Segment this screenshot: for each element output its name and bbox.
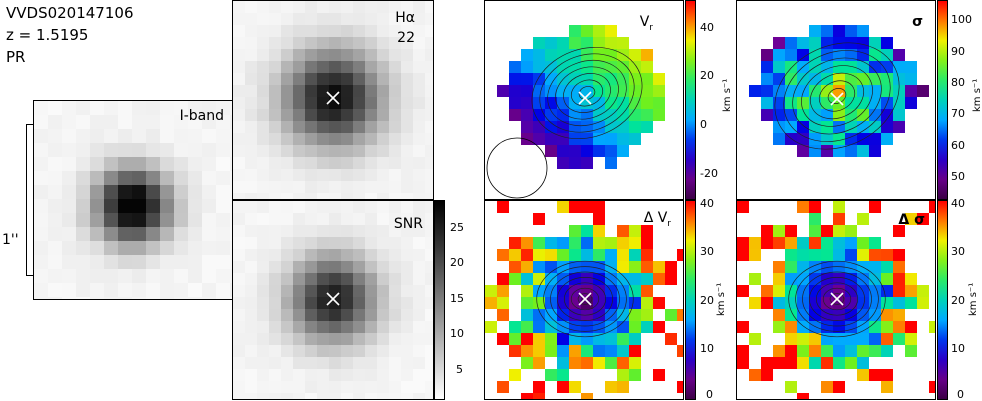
dsigma-tick: 0	[957, 388, 964, 401]
scale-label: 1''	[2, 232, 19, 248]
sigma-colorbar	[937, 0, 948, 200]
center-marker	[326, 91, 340, 105]
snr-tick: 5	[456, 363, 463, 376]
center-marker	[326, 292, 340, 306]
dvr-tick: 40	[700, 197, 714, 210]
snr-label: SNR	[393, 216, 423, 232]
dvr-label-sub: r	[667, 218, 671, 229]
vr-tick: 0	[700, 118, 707, 131]
dvr-tick: 0	[706, 388, 713, 401]
vr-label: Vr	[640, 15, 653, 33]
dvr-tick: 30	[700, 245, 714, 258]
vr-label-main: V	[639, 14, 650, 30]
dsigma-tick: 20	[951, 294, 965, 307]
center-marker	[830, 92, 844, 106]
sigma-tick: 50	[951, 170, 965, 183]
sigma-unit: km s⁻¹	[972, 78, 982, 112]
vr-panel: Vr	[484, 0, 684, 200]
dvr-label-main: Δ V	[643, 210, 668, 226]
halpha-sublabel: 22	[397, 30, 415, 46]
dvr-tick: 10	[700, 342, 714, 355]
halpha-panel: Hα 22	[232, 0, 434, 200]
iband-panel: I-band	[33, 100, 233, 300]
dsigma-unit: km s⁻¹	[968, 282, 979, 316]
iband-label: I-band	[179, 108, 224, 124]
sigma-label: σ	[912, 14, 923, 30]
dvr-label: Δ Vr	[644, 211, 671, 229]
dsigma-tick: 30	[951, 245, 965, 258]
center-marker	[578, 91, 592, 105]
sigma-tick: 70	[951, 107, 965, 120]
dsigma-colorbar	[937, 200, 948, 400]
snr-tick: 25	[450, 221, 464, 234]
dsigma-tick: 10	[951, 342, 965, 355]
snr-panel: SNR	[232, 200, 434, 400]
sigma-tick: 80	[951, 76, 965, 89]
snr-tick: 10	[450, 327, 464, 340]
snr-tick: 15	[450, 292, 464, 305]
vr-unit: km s⁻¹	[722, 78, 733, 112]
sigma-tick: 90	[951, 45, 965, 58]
vr-label-sub: r	[649, 22, 653, 33]
vr-tick: 40	[700, 21, 714, 34]
vr-colorbar	[685, 0, 696, 200]
dsigma-tick: 40	[951, 197, 965, 210]
dvr-colorbar	[685, 200, 696, 400]
class-label: PR	[6, 48, 26, 66]
dsigma-label: Δ σ	[898, 212, 925, 228]
sigma-tick: 60	[951, 139, 965, 152]
vr-tick: -20	[700, 167, 718, 180]
redshift-label: z = 1.5195	[6, 26, 89, 44]
object-id: VVDS020147106	[6, 4, 134, 22]
center-marker	[830, 292, 844, 306]
dvr-tick: 20	[700, 294, 714, 307]
dvr-panel: Δ Vr	[484, 200, 684, 400]
dvr-unit: km s⁻¹	[716, 282, 727, 316]
psf-circle	[486, 137, 548, 199]
snr-colorbar	[434, 200, 445, 400]
scale-bar	[26, 124, 34, 276]
snr-tick: 20	[450, 256, 464, 269]
dsigma-panel: Δ σ	[736, 200, 936, 400]
vr-tick: 20	[700, 69, 714, 82]
sigma-tick: 100	[951, 13, 972, 26]
sigma-panel: σ	[736, 0, 936, 200]
center-marker	[578, 292, 592, 306]
halpha-label: Hα	[395, 10, 415, 26]
